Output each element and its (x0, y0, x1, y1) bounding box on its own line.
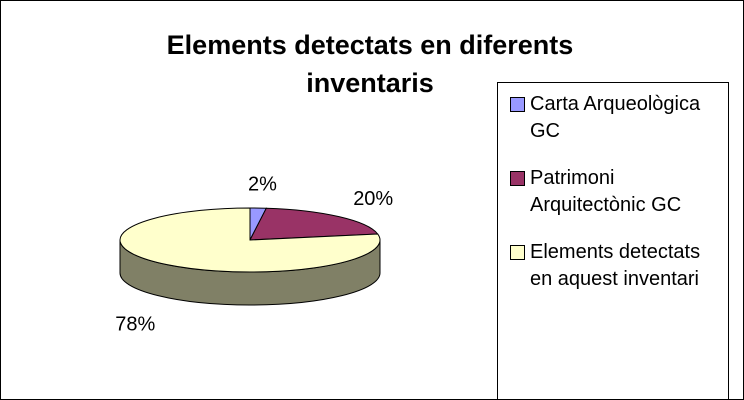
legend-swatch (510, 171, 525, 186)
legend: Carta Arqueològica GC Patrimoni Arquitect… (497, 82, 729, 400)
legend-label: Carta Arqueològica GC (530, 93, 701, 142)
pie-slice (119, 207, 381, 273)
legend-item: Patrimoni Arquitectònic GC (510, 165, 728, 219)
data-label: 78% (115, 314, 155, 336)
legend-item: Elements detectats en aquest inventari (510, 239, 728, 293)
legend-swatch (510, 97, 525, 112)
data-label: 20% (353, 188, 393, 210)
legend-label: Patrimoni Arquitectònic GC (530, 167, 682, 216)
chart-title: Elements detectats en diferents inventar… (166, 30, 574, 98)
pie-slice (249, 207, 379, 241)
legend-swatch (510, 245, 525, 260)
legend-item: Carta Arqueològica GC (510, 91, 728, 145)
legend-label: Elements detectats en aquest inventari (530, 241, 701, 290)
data-label: 2% (248, 173, 277, 195)
